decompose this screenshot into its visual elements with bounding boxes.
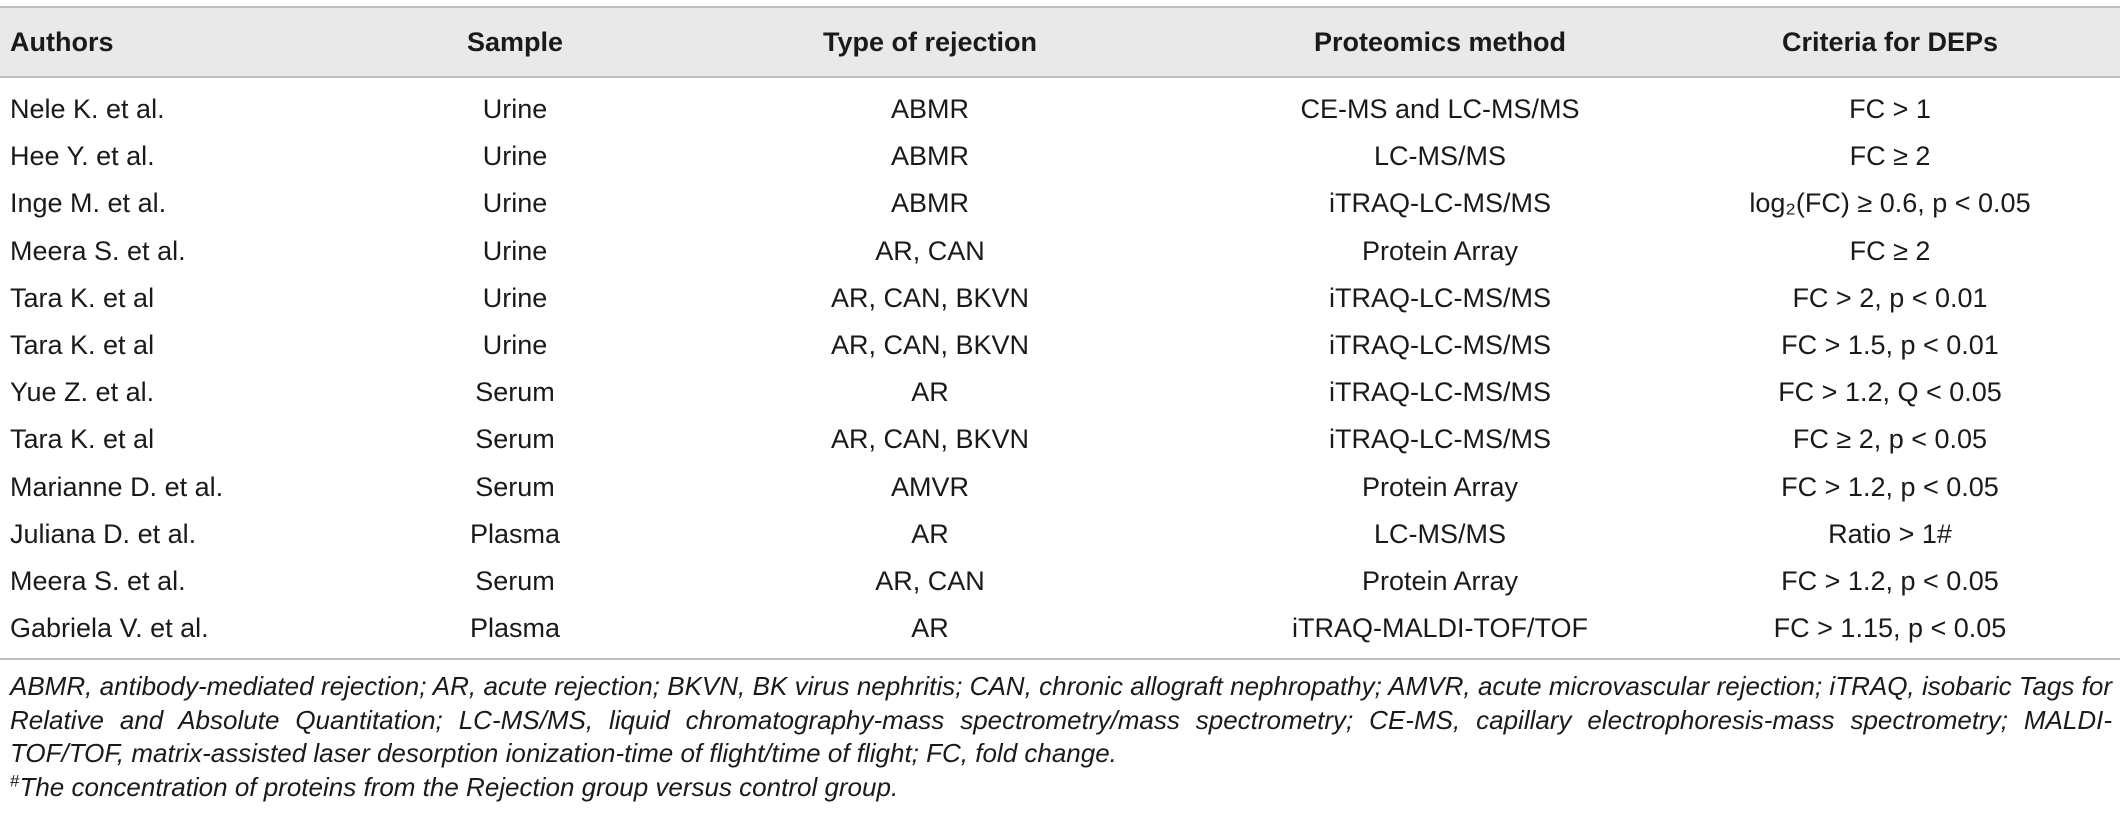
cell-type-of-rejection: AR, CAN, BKVN bbox=[830, 282, 1030, 313]
cell-proteomics-method: Protein Array bbox=[1361, 235, 1519, 266]
cell-author: Nele K. et al. bbox=[10, 94, 165, 125]
cell-type-of-rejection: ABMR bbox=[890, 141, 969, 172]
cell-criteria: FC > 1.5, p < 0.01 bbox=[1781, 330, 1999, 361]
cell-type-of-rejection: AR, CAN bbox=[875, 235, 985, 266]
cell-author: Gabriela V. et al. bbox=[0, 605, 390, 661]
cell-author: Hee Y. et al. bbox=[10, 141, 155, 172]
cell-proteomics-method: CE-MS and LC-MS/MS bbox=[1300, 94, 1580, 125]
column-header-sample: Sample bbox=[390, 6, 640, 78]
table-row: Marianne D. et al. Serum AMVR Protein Array… bbox=[0, 464, 2120, 511]
table-row: Gabriela V. et al. Plasma AR iTRAQ-MALDI-TO… bbox=[0, 605, 2120, 661]
cell-criteria: FC ≥ 2 bbox=[1849, 235, 1931, 266]
cell-sample: Urine bbox=[482, 141, 548, 172]
cell-author: Marianne D. et al. bbox=[10, 471, 224, 502]
cell-author: Tara K. et al bbox=[10, 282, 155, 313]
cell-author: Tara K. et al bbox=[10, 424, 155, 455]
cell-type-of-rejection: AR bbox=[911, 377, 949, 408]
cell-author: Meera S. et al. bbox=[10, 565, 186, 596]
footnote-text: The concentration of proteins from the R… bbox=[19, 771, 899, 802]
cell-sample: Urine bbox=[482, 330, 548, 361]
cell-criteria: FC > 2, p < 0.01 bbox=[1792, 282, 1988, 313]
cell-criteria: FC ≥ 2 bbox=[1849, 141, 1931, 172]
cell-sample: Urine bbox=[482, 235, 548, 266]
cell-sample: Urine bbox=[482, 188, 548, 219]
cell-criteria: FC ≥ 2, p < 0.05 bbox=[1792, 424, 1988, 455]
cell-criteria: FC > 1.2, Q < 0.05 bbox=[1778, 377, 2002, 408]
cell-criteria: FC > 1 bbox=[1849, 94, 1931, 125]
cell-proteomics-method: iTRAQ-LC-MS/MS bbox=[1329, 424, 1551, 455]
cell-author: Meera S. et al. bbox=[10, 235, 186, 266]
cell-proteomics-method: LC-MS/MS bbox=[1373, 518, 1506, 549]
table-row: Nele K. et al. Urine ABMR CE-MS and LC-MS/M… bbox=[0, 77, 2120, 133]
cell-proteomics-method: iTRAQ-LC-MS/MS bbox=[1329, 330, 1551, 361]
cell-sample: Plasma bbox=[390, 605, 640, 661]
cell-type-of-rejection: AR bbox=[911, 518, 949, 549]
cell-sample: Serum bbox=[475, 424, 555, 455]
cell-type-of-rejection: AR, CAN, BKVN bbox=[830, 424, 1030, 455]
cell-type-of-rejection: ABMR bbox=[890, 188, 969, 219]
cell-proteomics-method: LC-MS/MS bbox=[1373, 141, 1506, 172]
cell-proteomics-method: Protein Array bbox=[1361, 565, 1519, 596]
cell-author: Juliana D. et al. bbox=[10, 518, 197, 549]
cell-sample: Serum bbox=[475, 377, 555, 408]
cell-proteomics-method: iTRAQ-LC-MS/MS bbox=[1329, 282, 1551, 313]
hash-footnote: #The concentration of proteins from the … bbox=[10, 771, 2112, 805]
cell-criteria: log₂(FC) ≥ 0.6, p < 0.05 bbox=[1749, 188, 2031, 219]
table-row: Tara K. et al Serum AR, CAN, BKVN iTRAQ-LC-… bbox=[0, 416, 2120, 463]
cell-sample: Plasma bbox=[469, 518, 561, 549]
table-row: Meera S. et al. Urine AR, CAN Protein Array… bbox=[0, 228, 2120, 275]
cell-type-of-rejection: AMVR bbox=[890, 471, 969, 502]
table-footnotes: ABMR, antibody-mediated rejection; AR, a… bbox=[0, 670, 2120, 804]
cell-criteria: Ratio > 1# bbox=[1828, 518, 1952, 549]
column-header-criteria-for-deps: Criteria for DEPs bbox=[1660, 6, 2120, 78]
table-row: Hee Y. et al. Urine ABMR LC-MS/MS FC ≥ 2 bbox=[0, 133, 2120, 180]
table-body: Nele K. et al. Urine ABMR CE-MS and LC-MS/M… bbox=[0, 77, 2120, 661]
cell-sample: Urine bbox=[482, 94, 548, 125]
cell-proteomics-method: iTRAQ-LC-MS/MS bbox=[1329, 377, 1551, 408]
cell-criteria: FC > 1.15, p < 0.05 bbox=[1660, 605, 2120, 661]
cell-sample: Serum bbox=[475, 565, 555, 596]
cell-type-of-rejection: ABMR bbox=[890, 94, 969, 125]
data-table: Authors Sample Type of rejection Proteom… bbox=[0, 6, 2120, 661]
cell-criteria: FC > 1.2, p < 0.05 bbox=[1781, 471, 1999, 502]
table-row: Tara K. et al Urine AR, CAN, BKVN iTRAQ-LC-… bbox=[0, 275, 2120, 322]
table-row: Meera S. et al. Serum AR, CAN Protein Array… bbox=[0, 558, 2120, 605]
table-row: Inge M. et al. Urine ABMR iTRAQ-LC-MS/MS log… bbox=[0, 180, 2120, 227]
footnote-mark: # bbox=[10, 771, 20, 791]
cell-author: Tara K. et al bbox=[10, 330, 155, 361]
cell-sample: Urine bbox=[482, 282, 548, 313]
cell-proteomics-method: Protein Array bbox=[1361, 471, 1519, 502]
cell-proteomics-method: iTRAQ-LC-MS/MS bbox=[1329, 188, 1551, 219]
column-header-authors: Authors bbox=[0, 6, 390, 78]
cell-author: Yue Z. et al. bbox=[10, 377, 155, 408]
table-row: Juliana D. et al. Plasma AR LC-MS/MS Ratio >… bbox=[0, 511, 2120, 558]
table-row: Tara K. et al Urine AR, CAN, BKVN iTRAQ-LC-… bbox=[0, 322, 2120, 369]
column-header-proteomics-method: Proteomics method bbox=[1220, 6, 1660, 78]
table-row: Yue Z. et al. Serum AR iTRAQ-LC-MS/MS FC > 1… bbox=[0, 369, 2120, 416]
column-header-type-of-rejection: Type of rejection bbox=[640, 6, 1220, 78]
table-container: Authors Sample Type of rejection Proteom… bbox=[0, 6, 2120, 804]
cell-author: Inge M. et al. bbox=[10, 188, 167, 219]
abbreviations-footnote: ABMR, antibody-mediated rejection; AR, a… bbox=[10, 671, 2112, 769]
cell-type-of-rejection: AR, CAN bbox=[875, 565, 985, 596]
cell-type-of-rejection: AR, CAN, BKVN bbox=[830, 330, 1030, 361]
cell-proteomics-method: iTRAQ-MALDI-TOF/TOF bbox=[1220, 605, 1660, 661]
table-header-row: Authors Sample Type of rejection Proteom… bbox=[0, 6, 2120, 78]
cell-sample: Serum bbox=[475, 471, 555, 502]
cell-criteria: FC > 1.2, p < 0.05 bbox=[1781, 565, 1999, 596]
cell-type-of-rejection: AR bbox=[640, 605, 1220, 661]
